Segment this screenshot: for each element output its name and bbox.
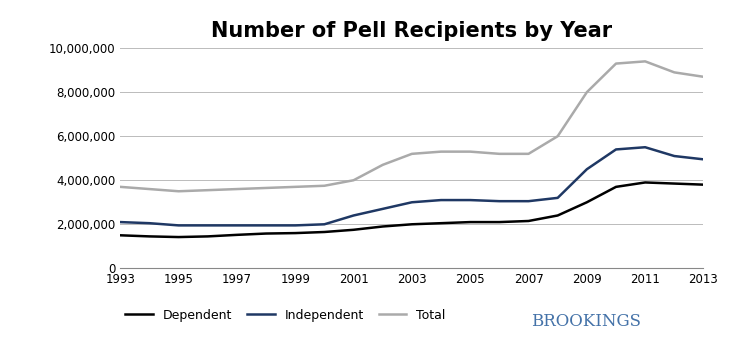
Independent [262,223,270,227]
Independent [670,154,679,158]
Total [437,150,445,154]
Total [174,189,183,193]
Independent [553,196,562,200]
Dependent [291,231,300,235]
Independent [641,145,650,149]
Total [553,134,562,138]
Line: Dependent: Dependent [120,182,703,237]
Total [466,150,475,154]
Total [145,187,154,191]
Independent [145,221,154,225]
Total [349,178,358,182]
Dependent [437,221,445,225]
Dependent [233,233,241,237]
Line: Total: Total [120,61,703,191]
Total [641,59,650,63]
Total [612,62,620,66]
Independent [291,223,300,227]
Dependent [699,183,708,187]
Dependent [553,213,562,217]
Total [408,152,416,156]
Dependent [466,220,475,224]
Independent [582,167,591,171]
Total [582,90,591,94]
Independent [378,207,387,211]
Dependent [262,232,270,236]
Dependent [203,234,212,238]
Dependent [524,219,533,223]
Dependent [495,220,504,224]
Independent [524,199,533,203]
Independent [116,220,125,224]
Independent [174,223,183,227]
Dependent [145,234,154,238]
Total [320,184,329,188]
Independent [349,213,358,217]
Independent [699,157,708,161]
Independent [408,200,416,204]
Independent [320,222,329,226]
Dependent [670,182,679,186]
Total [116,185,125,189]
Independent [495,199,504,203]
Independent [233,223,241,227]
Independent [612,147,620,151]
Total [670,70,679,74]
Dependent [116,233,125,237]
Dependent [641,180,650,184]
Legend: Dependent, Independent, Total: Dependent, Independent, Total [120,303,451,326]
Text: BROOKINGS: BROOKINGS [531,313,642,330]
Dependent [582,200,591,204]
Total [378,163,387,167]
Dependent [612,185,620,189]
Total [203,188,212,192]
Total [495,152,504,156]
Independent [437,198,445,202]
Dependent [320,230,329,234]
Line: Independent: Independent [120,147,703,225]
Independent [466,198,475,202]
Dependent [378,224,387,228]
Title: Number of Pell Recipients by Year: Number of Pell Recipients by Year [211,21,612,41]
Total [699,75,708,79]
Total [291,185,300,189]
Dependent [408,222,416,226]
Total [262,186,270,190]
Independent [203,223,212,227]
Dependent [349,228,358,232]
Total [524,152,533,156]
Total [233,187,241,191]
Dependent [174,235,183,239]
